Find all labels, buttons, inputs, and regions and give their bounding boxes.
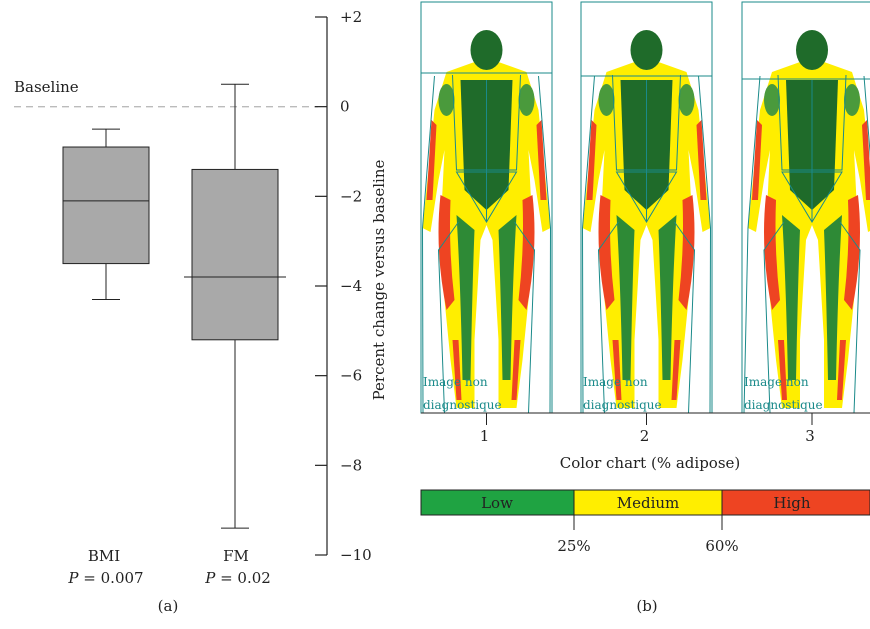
y-tick-label: −8 [340,456,362,474]
right-leg-lean [824,215,842,380]
scan-number: 3 [805,427,815,445]
adipose-high-right-calf [837,340,846,400]
adipose-high-left-arm [752,120,762,200]
head-region [470,30,503,70]
y-tick-label: −2 [340,187,362,205]
adipose-high-right-calf [671,340,681,400]
scan-image-1: Image non diagnostique 1 [420,1,553,445]
adipose-high-left-calf [452,340,462,400]
body-silhouette [748,40,870,408]
scan-number: 1 [480,427,490,445]
adipose-high-left-arm [426,120,437,200]
watermark-line2: diagnostique [744,398,823,412]
scan-image-2: Image non diagnostique 2 [580,1,713,445]
color-chart-title: Color chart (% adipose) [560,454,741,472]
left-shoulder-lean [764,84,780,116]
legend-low-swatch [421,490,574,515]
y-axis-label: Percent change versus baseline [370,160,388,401]
adipose-high-left-thigh [598,195,615,310]
left-shoulder-lean [438,84,455,116]
legend-medium-swatch [574,490,722,515]
scan-image-3: Image non diagnostique 3 [741,1,870,445]
right-leg-lean [498,215,517,380]
threshold-25-label: 25% [557,537,590,555]
color-legend: Low Medium High 25% 60% [420,489,870,555]
box-fm [184,83,286,529]
right-shoulder-lean [844,84,860,116]
adipose-high-right-thigh [678,195,695,310]
box-iqr [191,168,279,341]
panel-b-dxa-images: Image non diagnostique 1 Image non diagnosti… [420,1,870,615]
y-tick-label: +2 [340,8,362,26]
panel-a-box-plot: Baseline +2 0 −2 −4 −6 −8 −10 Percent change v… [14,8,388,615]
adipose-high-right-thigh [844,195,860,310]
y-tick-label: −10 [340,546,372,564]
adipose-high-left-calf [778,340,787,400]
watermark-line1: Image non [583,375,648,389]
legend-high-label: High [773,494,810,512]
scan-number: 2 [640,427,650,445]
left-shoulder-lean [598,84,615,116]
right-shoulder-lean [518,84,535,116]
box-iqr [62,146,150,265]
y-ticks: +2 0 −2 −4 −6 −8 −10 [315,8,372,564]
adipose-high-left-thigh [438,195,455,310]
panel-b-label: (b) [636,597,657,615]
scan-images: Image non diagnostique 1 Image non diagnosti… [420,1,870,445]
right-leg-lean [658,215,677,380]
y-tick-label: −6 [340,367,362,385]
y-tick-label: 0 [340,98,350,116]
adipose-high-left-calf [612,340,622,400]
left-leg-lean [782,215,800,380]
threshold-60-label: 60% [705,537,738,555]
category-label: FM [223,547,249,565]
category-label: BMI [88,547,120,565]
category-labels: BMI P = 0.007 FM P = 0.02 [67,547,270,587]
panel-a-label: (a) [158,597,179,615]
head-region [630,30,663,70]
watermark-line2: diagnostique [583,398,662,412]
adipose-high-left-thigh [764,195,780,310]
legend-medium-label: Medium [617,494,680,512]
box-bmi [62,128,150,300]
p-value-label: P = 0.02 [204,569,271,587]
boxes [62,83,286,529]
legend-low-label: Low [481,494,513,512]
roi-lines [420,1,553,414]
adipose-high-right-thigh [518,195,535,310]
p-value-label: P = 0.007 [67,569,143,587]
legend-high-swatch [722,490,870,515]
adipose-high-right-arm [696,120,707,200]
watermark-line2: diagnostique [423,398,502,412]
adipose-high-right-arm [862,120,870,200]
left-leg-lean [456,215,475,380]
adipose-high-right-calf [511,340,521,400]
adipose-high-left-arm [586,120,597,200]
baseline-label: Baseline [14,78,79,96]
y-tick-label: −4 [340,277,362,295]
right-shoulder-lean [678,84,695,116]
watermark-line1: Image non [744,375,809,389]
left-leg-lean [616,215,635,380]
watermark-line1: Image non [423,375,488,389]
adipose-high-right-arm [536,120,547,200]
head-region [796,30,828,70]
